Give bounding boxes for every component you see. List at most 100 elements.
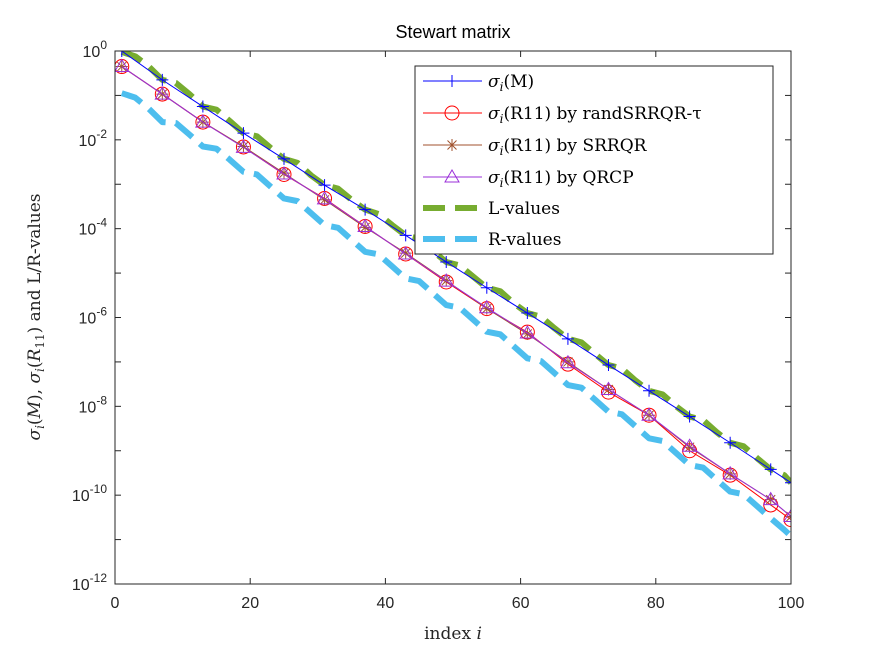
legend-label: σi(R11) by QRCP xyxy=(488,168,634,190)
marker-plus xyxy=(278,152,290,165)
legend-entry-3: σi(R11) by QRCP xyxy=(423,168,634,190)
marker-triangle xyxy=(560,354,576,369)
legend-label-main: σ xyxy=(488,104,500,124)
marker-triangle xyxy=(722,465,739,480)
series-line-0 xyxy=(121,51,791,484)
y-tick-label: 100 xyxy=(83,38,108,61)
chart-title: Stewart matrix xyxy=(395,22,510,42)
y-label-part2: ), xyxy=(25,384,45,401)
y-tick-label-base: 10 xyxy=(79,222,97,239)
marker-plus xyxy=(237,127,250,140)
marker-plus xyxy=(521,307,534,320)
marker-triangle xyxy=(154,86,171,100)
y-label-sigma1: σ xyxy=(25,429,45,441)
marker-plus xyxy=(196,100,209,113)
legend-label: R-values xyxy=(488,230,561,250)
marker-triangle xyxy=(444,169,460,183)
series-layer xyxy=(115,51,791,539)
x-tick-label: 100 xyxy=(778,595,805,612)
y-tick-label-exponent: -12 xyxy=(90,571,108,585)
legend-entry-0: σi(M) xyxy=(423,72,534,94)
legend-label-main: σ xyxy=(488,168,500,188)
marker-plus xyxy=(785,476,791,489)
marker-triangle xyxy=(641,407,657,421)
legend-label: σi(M) xyxy=(488,72,534,94)
marker-plus xyxy=(561,332,574,345)
marker-triangle xyxy=(235,139,252,153)
marker-triangle xyxy=(357,218,373,232)
y-tick-label: 10-10 xyxy=(72,482,107,505)
x-axis-label: index i xyxy=(424,624,482,644)
marker-triangle xyxy=(115,58,130,73)
x-tick-label: 60 xyxy=(512,595,530,612)
y-tick-label-base: 10 xyxy=(83,44,101,61)
y-tick-label: 10-2 xyxy=(79,127,108,150)
y-tick-label: 10-12 xyxy=(72,571,107,594)
x-tick-label: 20 xyxy=(241,595,259,612)
legend-entry-4: L-values xyxy=(423,199,560,219)
y-tick-label-exponent: -8 xyxy=(96,393,107,407)
y-label-M: M xyxy=(25,400,45,419)
marker-triangle xyxy=(438,273,455,287)
marker-triangle xyxy=(195,114,211,128)
legend-label: L-values xyxy=(488,199,560,219)
marker-triangle xyxy=(762,491,779,506)
legend-label-sub: i xyxy=(500,112,504,126)
y-tick-label: 10-8 xyxy=(79,393,108,416)
x-axis-label-text: index xyxy=(424,624,476,644)
y-tick-label-base: 10 xyxy=(79,133,97,150)
marker-circle xyxy=(783,512,791,528)
marker-plus xyxy=(446,75,458,87)
marker-triangle xyxy=(600,381,617,395)
series-5 xyxy=(120,90,791,539)
legend-label-rest: (R11) by SRRQR xyxy=(503,136,647,156)
marker-plus xyxy=(156,73,169,86)
legend-label-rest: (R11) by randSRRQR-τ xyxy=(503,104,701,124)
legend-label-sub: i xyxy=(500,144,504,158)
y-tick-label-exponent: 0 xyxy=(100,38,107,52)
legend-label: σi(R11) by SRRQR xyxy=(488,136,648,158)
marker-asterisk xyxy=(683,441,696,454)
marker-plus xyxy=(683,410,696,423)
legend-label-rest: (R11) by QRCP xyxy=(503,168,633,188)
y-tick-label-base: 10 xyxy=(72,577,90,594)
y-axis-label: σi(M), σi(R11) and L/R-values xyxy=(25,193,47,440)
marker-triangle xyxy=(316,190,333,205)
y-tick-label: 10-4 xyxy=(79,216,108,239)
y-label-part1: ( xyxy=(25,418,45,425)
y-tick-label: 10-6 xyxy=(79,305,108,328)
y-tick-label-exponent: -4 xyxy=(96,216,107,230)
legend-entry-5: R-values xyxy=(423,230,561,250)
legend-label-sub: i xyxy=(500,176,504,190)
marker-triangle xyxy=(397,245,414,260)
x-tick-label: 40 xyxy=(377,595,395,612)
legend-label-main: R-values xyxy=(488,230,561,250)
marker-asterisk xyxy=(359,221,372,234)
marker-asterisk xyxy=(521,327,534,340)
y-label-part3: ( xyxy=(25,361,45,368)
marker-plus xyxy=(480,281,493,294)
marker-asterisk xyxy=(399,247,412,260)
marker-asterisk xyxy=(446,139,458,151)
y-tick-label-base: 10 xyxy=(79,399,97,416)
marker-plus xyxy=(764,463,777,476)
series-0 xyxy=(115,51,791,489)
y-label-sub2: i xyxy=(33,368,47,372)
marker-asterisk xyxy=(561,355,574,368)
legend-entry-2: σi(R11) by SRRQR xyxy=(423,136,648,158)
y-label-sub3: 11 xyxy=(33,333,47,348)
legend-entry-1: σi(R11) by randSRRQR-τ xyxy=(423,104,702,126)
x-tick-label: 0 xyxy=(111,595,120,612)
legend: σi(M)σi(R11) by randSRRQR-τσi(R11) by SR… xyxy=(414,65,774,255)
legend-box xyxy=(414,65,774,255)
legend-label-main: σ xyxy=(488,72,500,92)
marker-triangle xyxy=(519,325,536,339)
marker-triangle xyxy=(681,438,698,452)
marker-triangle xyxy=(783,508,791,522)
marker-triangle xyxy=(276,166,292,180)
marker-triangle xyxy=(478,299,495,314)
y-tick-label-exponent: -6 xyxy=(96,305,107,319)
marker-plus xyxy=(115,51,128,57)
axes: 0 20 40 60 80 10010-1210-1010-810-610-410-210… xyxy=(72,38,805,612)
